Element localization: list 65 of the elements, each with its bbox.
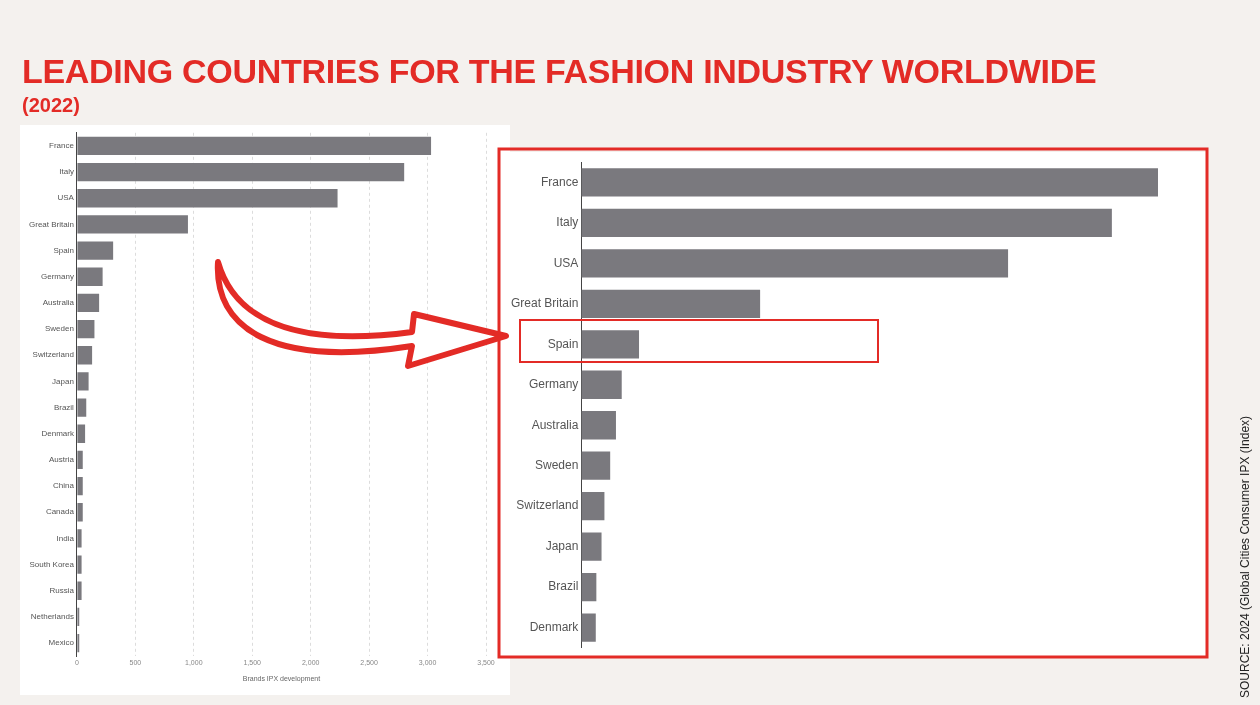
bar (581, 532, 602, 561)
y-tick-label: Italy (556, 215, 579, 230)
bar (77, 372, 89, 391)
y-tick-label: Denmark (529, 619, 580, 634)
y-tick-label: China (53, 481, 75, 491)
bar (581, 451, 611, 480)
bar (77, 136, 432, 156)
y-tick-label: Spain (547, 336, 579, 351)
y-tick-label: Netherlands (30, 612, 74, 622)
y-tick-label: South Korea (29, 559, 75, 569)
y-tick-label: Brazil (548, 579, 579, 594)
bar (77, 215, 188, 234)
y-tick-label: Japan (545, 538, 579, 553)
bar (77, 162, 405, 182)
y-tick-label: Russia (49, 585, 75, 595)
y-tick-label: Germany (41, 271, 74, 281)
chart-subtitle: (2022) (22, 94, 80, 117)
bar (581, 168, 1158, 197)
y-tick-label: Sweden (534, 458, 579, 473)
bar (77, 241, 114, 260)
bar (77, 346, 93, 365)
bar (581, 572, 597, 602)
y-tick-label: Australia (42, 298, 75, 308)
bar (77, 424, 86, 443)
bar (581, 492, 605, 521)
bar (581, 249, 1009, 278)
y-tick-label: Switzerland (516, 498, 579, 513)
y-tick-label: India (56, 533, 75, 543)
bar (77, 529, 82, 548)
bar (77, 319, 95, 339)
bar (581, 208, 1112, 238)
y-tick-label: Australia (531, 417, 579, 432)
bar (581, 370, 622, 399)
source-note: SOURCE: 2024 (Global Cities Consumer IPX (Index) (1238, 415, 1252, 698)
bar (77, 293, 100, 313)
y-tick-label: Spain (53, 245, 74, 255)
y-tick-label: Austria (49, 455, 75, 465)
y-tick-label: Brazil (53, 402, 75, 412)
y-tick-label: USA (553, 255, 579, 270)
y-tick-label: Denmark (41, 428, 75, 438)
y-tick-label: France (49, 141, 75, 151)
bar (77, 267, 103, 286)
bar (581, 411, 616, 440)
y-tick-label: Great Britain (29, 219, 74, 229)
bar (77, 450, 83, 470)
text: LEADING COUNTRIES FOR THE FASHION INDUSTRY WORLDWIDE (22, 52, 1097, 91)
y-tick-label: Canada (45, 507, 75, 517)
y-tick-label: France (541, 174, 579, 189)
bar (77, 189, 338, 208)
bar (77, 555, 82, 574)
y-tick-label: Japan (52, 376, 74, 386)
y-tick-label: Sweden (44, 324, 74, 334)
y-tick-label: Great Britain (511, 296, 579, 311)
bar (581, 613, 596, 642)
y-tick-label: Mexico (48, 638, 75, 648)
bar (77, 398, 87, 417)
bar (77, 581, 82, 600)
bar (77, 476, 83, 496)
bar (581, 289, 761, 318)
y-tick-label: Germany (529, 377, 579, 392)
y-tick-label: USA (57, 193, 75, 203)
y-tick-label: Switzerland (32, 350, 74, 360)
bar (581, 330, 640, 359)
y-tick-label: Italy (59, 167, 74, 177)
bar (77, 503, 83, 522)
